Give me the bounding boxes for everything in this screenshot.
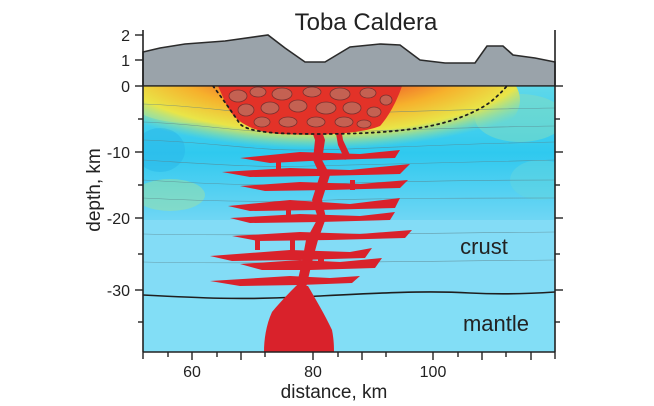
mantle-layer [143,292,555,352]
y-tick-label: -30 [107,283,130,300]
x-tick-label: 60 [183,364,201,381]
figure-title: Toba Caldera [295,9,438,36]
x-tick-label: 80 [304,364,322,381]
mantle-magma-feeder [264,286,334,352]
anomaly-boundary-dotted [212,86,508,135]
topography-profile [142,34,556,87]
moho-boundary [143,291,555,300]
y-tick-label: 2 [121,28,130,45]
crust-label: crust [460,234,508,259]
y-tick-label: 0 [121,79,130,96]
magma-chamber [218,86,402,135]
x-axis-title: distance, km [281,382,388,403]
mantle-label: mantle [463,311,529,336]
y-axis-ticks [135,34,143,323]
x-axis-ticks [142,352,556,360]
y-tick-label: 1 [121,53,130,70]
y-tick-label: -20 [107,211,130,228]
y-axis-ticks-right [555,85,563,323]
y-axis-title: depth, km [84,148,105,231]
velocity-anomaly-patch [143,179,205,211]
x-tick-label: 100 [420,364,447,381]
y-tick-label: -10 [107,145,130,162]
